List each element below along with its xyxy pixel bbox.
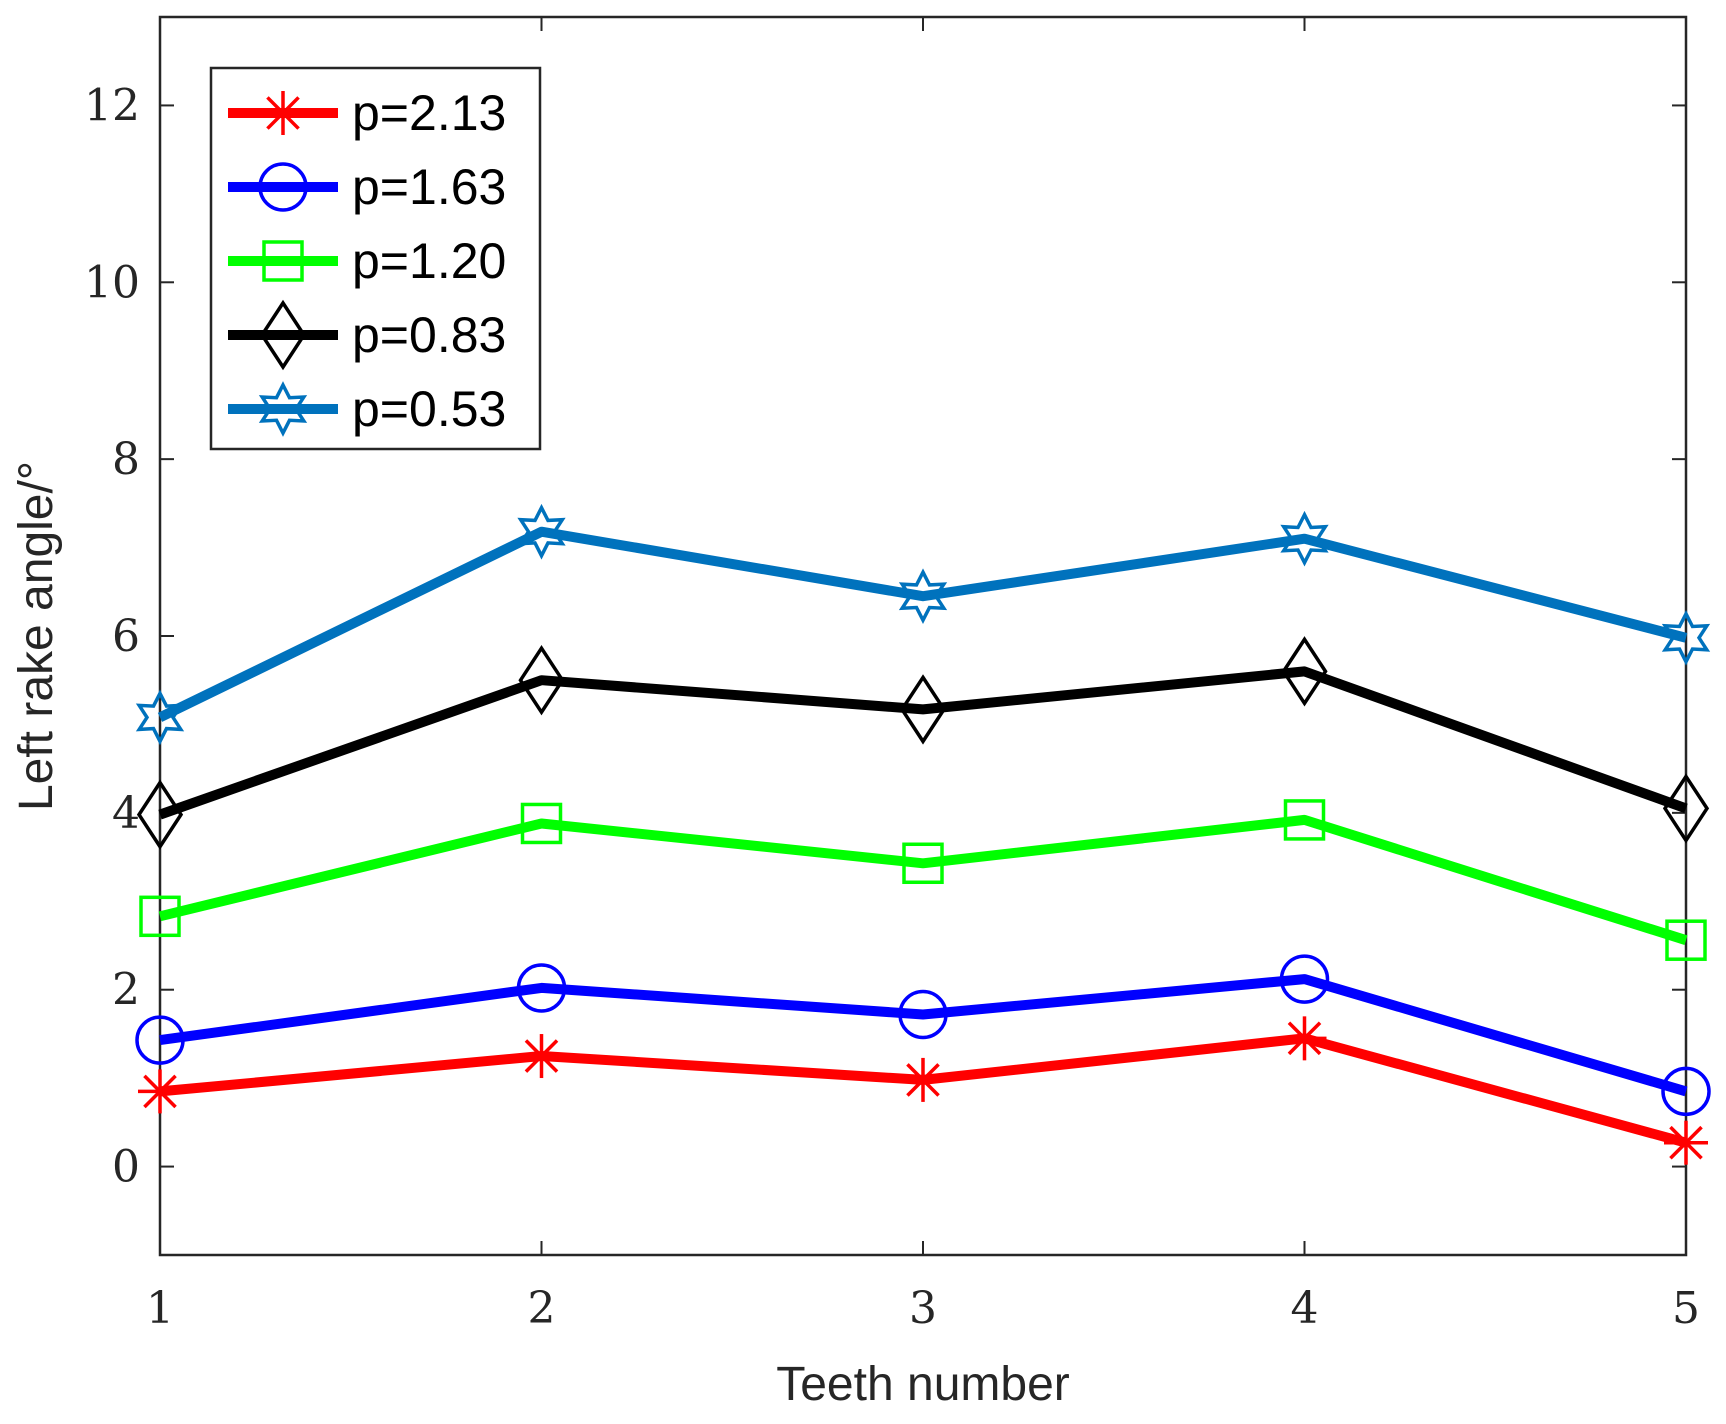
x-tick-label: 4 <box>1291 1283 1319 1334</box>
data-point-marker <box>1665 919 1707 961</box>
series-line-3 <box>158 814 1688 945</box>
data-point-marker <box>520 802 563 845</box>
data-point-marker <box>902 842 944 885</box>
data-point-marker <box>1279 954 1330 1004</box>
data-point-marker <box>1664 1120 1708 1165</box>
data-point-marker <box>1662 773 1710 844</box>
data-point-marker <box>898 568 948 625</box>
legend-entry: p=1.63 <box>228 159 506 215</box>
legend-entry: p=1.20 <box>228 233 506 289</box>
data-point-marker <box>901 1057 945 1102</box>
legend-entry: p=2.13 <box>228 85 506 141</box>
legend-marker <box>262 240 304 282</box>
data-point-marker <box>518 645 565 716</box>
series-markers <box>135 503 1711 1165</box>
y-tick-label: 6 <box>112 611 140 662</box>
legend-label: p=1.20 <box>352 233 506 289</box>
data-point-marker <box>1283 799 1326 841</box>
legend: p=2.13 p=1.63 p=1.20 p=0.83 p=0.53 <box>209 66 542 451</box>
y-tick-label: 10 <box>84 257 140 308</box>
x-tick-label: 5 <box>1672 1283 1700 1334</box>
y-tick-label: 12 <box>84 80 140 131</box>
series-line-2 <box>159 974 1688 1097</box>
series-line-4 <box>158 666 1688 820</box>
data-point-marker <box>135 1015 185 1065</box>
legend-marker <box>258 162 308 212</box>
data-point-marker <box>1280 510 1329 567</box>
data-point-marker <box>519 1034 564 1079</box>
legend-label: p=1.63 <box>352 159 506 215</box>
legend-label: p=2.13 <box>352 85 506 141</box>
x-axis-label: Teeth number <box>776 1358 1070 1411</box>
y-tick-label: 0 <box>112 1142 140 1193</box>
legend-label: p=0.53 <box>352 381 506 437</box>
y-tick-label: 8 <box>112 434 140 485</box>
x-tick-label: 1 <box>146 1283 174 1334</box>
x-tick-label: 3 <box>909 1283 937 1334</box>
x-tick-label: 2 <box>528 1283 556 1334</box>
data-point-marker <box>136 779 184 850</box>
series-line-5 <box>157 526 1688 722</box>
legend-entry: p=0.53 <box>228 381 506 437</box>
data-point-marker <box>1281 636 1328 707</box>
data-point-marker <box>1661 1066 1711 1117</box>
data-point-marker <box>899 674 947 745</box>
data-point-marker <box>517 503 566 560</box>
y-tick-label: 4 <box>112 788 140 839</box>
data-point-marker <box>139 895 181 938</box>
legend-marker <box>259 299 307 371</box>
data-point-marker <box>138 1069 182 1114</box>
data-point-marker <box>135 689 185 746</box>
legend-marker <box>261 91 305 135</box>
legend-marker <box>258 381 308 437</box>
legend-entry: p=0.83 <box>228 299 506 371</box>
legend-label: p=0.83 <box>352 307 506 363</box>
data-point-marker <box>1282 1016 1327 1061</box>
data-point-marker <box>898 989 948 1040</box>
data-point-marker <box>516 963 567 1013</box>
y-tick-label: 2 <box>112 965 140 1016</box>
y-axis-label: Left rake angle/° <box>10 461 63 811</box>
data-point-marker <box>1661 609 1711 666</box>
